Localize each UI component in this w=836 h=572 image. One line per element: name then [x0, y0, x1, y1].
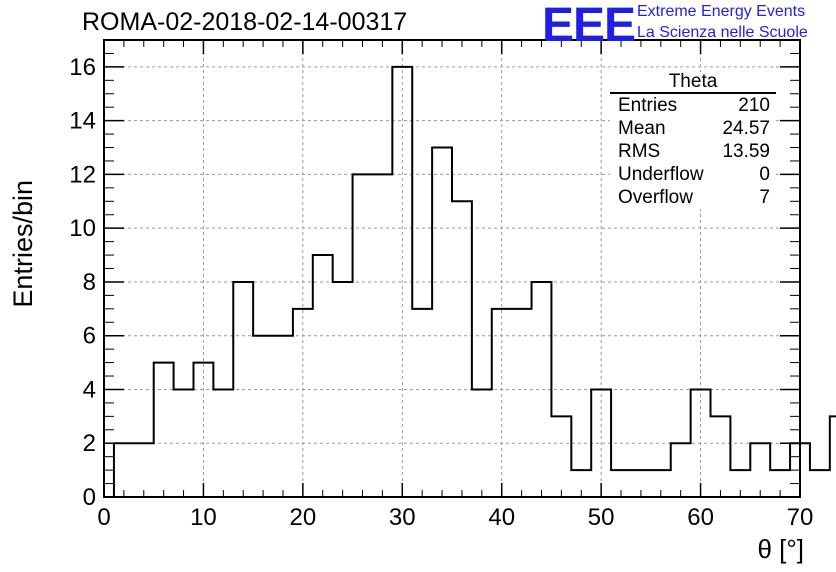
stats-row-underflow: Underflow 0: [610, 163, 776, 186]
x-tick-label: 50: [588, 504, 615, 531]
axis-ticks: [103, 39, 801, 498]
stats-title: Theta: [610, 72, 776, 94]
stats-value: 7: [759, 187, 770, 208]
stats-label: RMS: [618, 141, 661, 162]
stats-row-rms: RMS 13.59: [610, 140, 776, 163]
stats-label: Overflow: [618, 187, 693, 208]
y-tick-label: 10: [69, 215, 96, 242]
y-tick-label: 14: [69, 108, 96, 135]
x-tick-label: 0: [97, 504, 110, 531]
y-tick-label: 16: [69, 54, 96, 81]
histogram-step-line: [112, 65, 836, 497]
x-tick-label: 40: [488, 504, 515, 531]
x-tick-label: 30: [389, 504, 416, 531]
stats-box: Theta Entries 210 Mean 24.57 RMS 13.59 U…: [610, 72, 776, 209]
stats-row-mean: Mean 24.57: [610, 117, 776, 140]
y-tick-label: 4: [83, 376, 96, 403]
stats-value: 0: [759, 164, 770, 185]
grid-lines: [104, 40, 800, 497]
stats-label: Mean: [618, 118, 666, 139]
stats-label: Entries: [618, 95, 678, 116]
logo-line-1: Extreme Energy Events: [637, 3, 806, 20]
logo-line-2: La Scienza nelle Scuole: [637, 24, 808, 41]
histogram-title: ROMA-02-2018-02-14-00317: [82, 8, 408, 36]
y-tick-label: 6: [83, 323, 96, 350]
x-tick-label: 60: [687, 504, 714, 531]
x-tick-label: 10: [190, 504, 217, 531]
x-tick-label: 20: [290, 504, 317, 531]
eee-logo: EEE: [542, 0, 636, 52]
stats-value: 24.57: [722, 118, 770, 139]
stats-value: 210: [738, 95, 770, 116]
y-tick-label: 2: [83, 430, 96, 457]
y-tick-label: 8: [83, 269, 96, 296]
y-tick-label: 12: [69, 161, 96, 188]
y-tick-label: 0: [83, 484, 96, 511]
stats-value: 13.59: [722, 141, 770, 162]
x-tick-label: 70: [787, 504, 814, 531]
stats-row-entries: Entries 210: [610, 94, 776, 117]
stats-label: Underflow: [618, 164, 704, 185]
y-axis-label: Entries/bin: [8, 180, 38, 308]
stats-row-overflow: Overflow 7: [610, 186, 776, 209]
x-axis-label: θ [°]: [757, 534, 804, 564]
